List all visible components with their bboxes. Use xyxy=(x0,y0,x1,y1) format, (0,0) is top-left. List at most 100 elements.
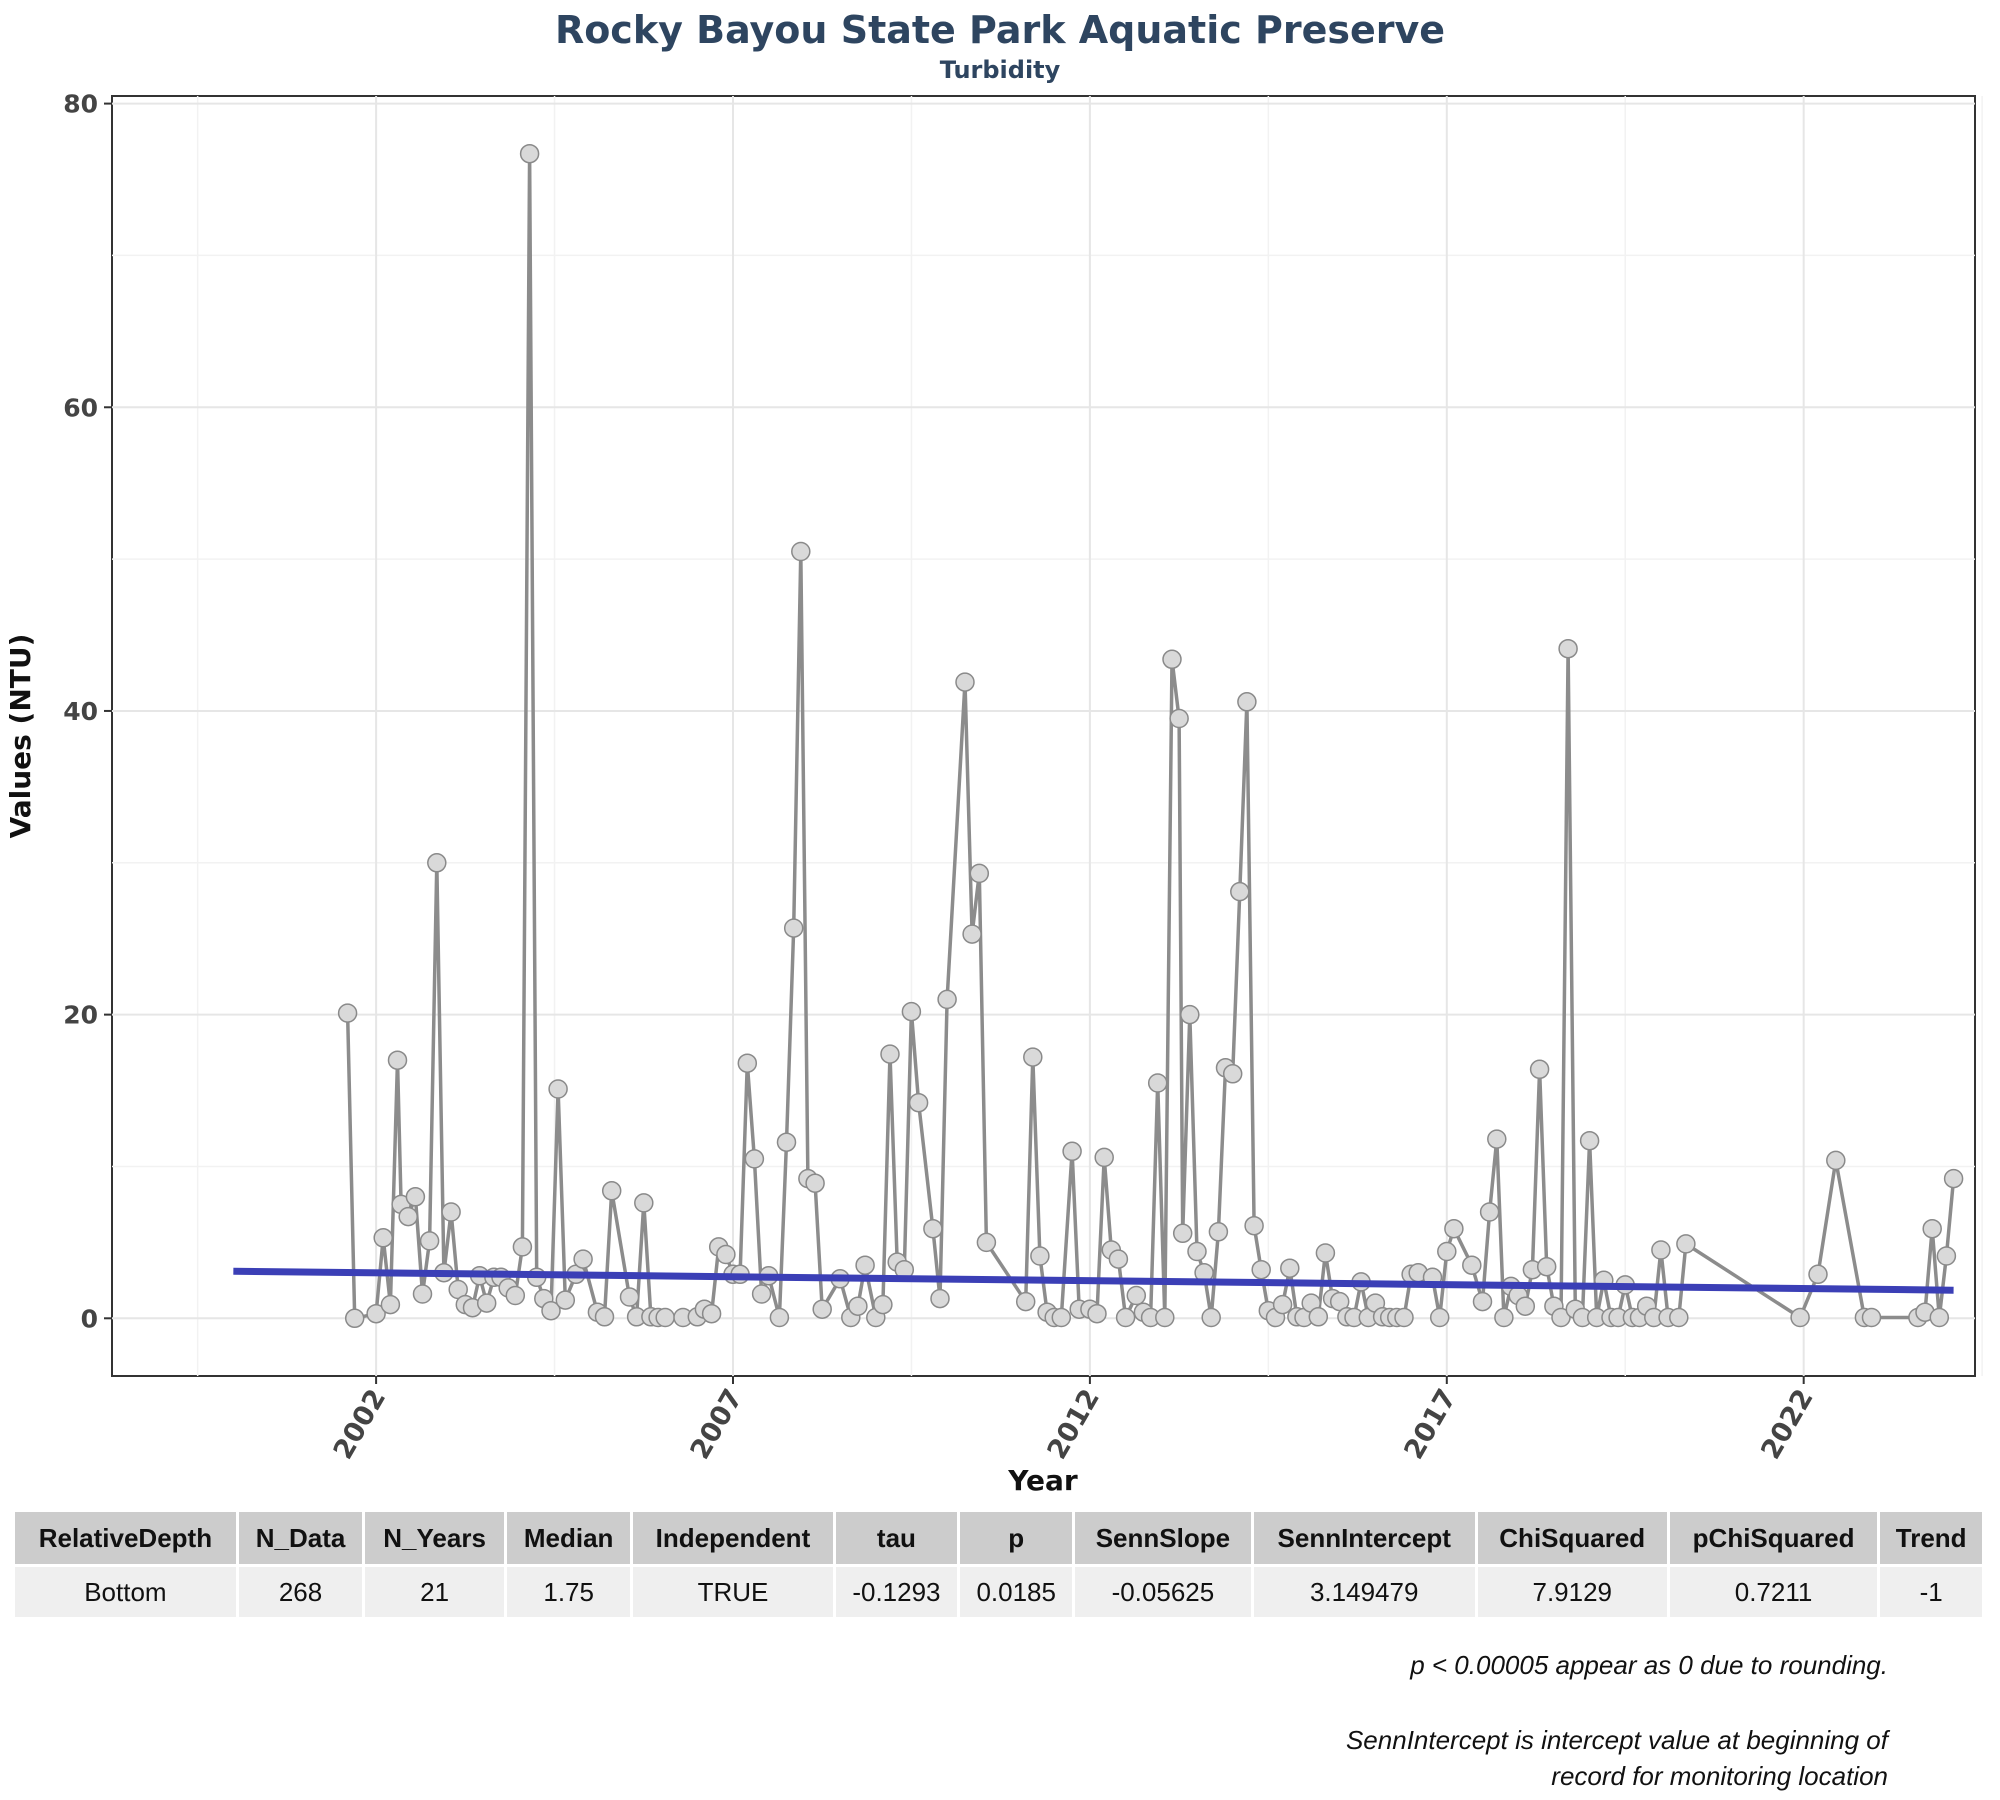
data-point xyxy=(1030,1246,1050,1266)
data-point xyxy=(1230,881,1250,902)
data-point xyxy=(937,989,957,1010)
data-point xyxy=(769,1307,790,1328)
data-point xyxy=(1676,1234,1696,1254)
data-point xyxy=(930,1288,950,1309)
data-point xyxy=(1479,1202,1500,1222)
y-tick-label: 40 xyxy=(63,697,98,726)
data-point xyxy=(716,1244,736,1265)
data-point xyxy=(1790,1307,1810,1328)
data-point xyxy=(1108,1249,1129,1269)
data-point xyxy=(1579,1130,1600,1151)
x-axis-title: Year xyxy=(1007,1464,1078,1497)
table-header-cell: RelativeDepth xyxy=(15,1512,239,1566)
data-point xyxy=(805,1173,825,1193)
table-cell: 1.75 xyxy=(505,1564,634,1617)
data-point xyxy=(1429,1307,1450,1328)
data-point xyxy=(908,1092,929,1113)
table-row: Bottom 268 21 1.75 TRUE -0.1293 0.0185 -0.05625… xyxy=(15,1564,1985,1617)
data-point xyxy=(976,1232,997,1253)
data-point xyxy=(1126,1285,1147,1306)
trend-group xyxy=(233,1267,1954,1294)
data-point xyxy=(880,1044,900,1064)
data-point xyxy=(962,924,982,944)
stats-body: Bottom 268 21 1.75 TRUE -0.1293 0.0185 -0.05625… xyxy=(15,1564,1985,1617)
data-point xyxy=(655,1307,675,1328)
data-point xyxy=(1094,1147,1114,1168)
data-point xyxy=(1669,1307,1689,1328)
table-header-cell: p xyxy=(958,1512,1076,1566)
data-point xyxy=(366,1303,386,1324)
series-group xyxy=(337,143,1964,1329)
data-point xyxy=(398,1206,418,1227)
data-point xyxy=(1551,1307,1571,1328)
data-point xyxy=(737,1053,758,1073)
table-header-cell: Median xyxy=(505,1512,634,1566)
x-tick-label: 2012 xyxy=(1042,1384,1106,1465)
table-cell: -0.05625 xyxy=(1073,1564,1254,1617)
data-point xyxy=(783,918,804,938)
data-point xyxy=(873,1294,893,1315)
data-point xyxy=(1222,1064,1243,1084)
data-point xyxy=(634,1193,654,1213)
intercept-note: SennIntercept is intercept value at begi… xyxy=(1188,1722,1888,1794)
rounding-note: p < 0.00005 appear as 0 due to rounding. xyxy=(1410,1650,1888,1680)
table-header-cell: N_Years xyxy=(363,1512,507,1566)
data-point xyxy=(1437,1241,1457,1262)
data-point xyxy=(955,672,975,692)
data-point xyxy=(1536,1256,1557,1277)
x-axis-ticks: 2002 2007 2012 2017 2022 xyxy=(328,1376,1820,1465)
data-point xyxy=(969,863,990,884)
data-point xyxy=(1922,1218,1942,1239)
x-tick-label: 2017 xyxy=(1398,1384,1462,1465)
data-point xyxy=(1172,1223,1193,1244)
table-cell: 21 xyxy=(363,1564,507,1617)
data-point xyxy=(1444,1218,1464,1239)
data-point xyxy=(419,1231,440,1251)
table-cell: TRUE xyxy=(631,1564,836,1617)
data-point xyxy=(548,1079,568,1099)
data-point xyxy=(573,1249,593,1269)
data-point xyxy=(1487,1129,1507,1149)
x-tick-label: 2007 xyxy=(685,1384,749,1465)
data-point xyxy=(812,1299,832,1319)
data-point xyxy=(1208,1222,1229,1242)
data-point xyxy=(1936,1246,1957,1266)
data-point xyxy=(701,1303,722,1324)
data-point xyxy=(1462,1255,1482,1275)
table-cell: 0.7211 xyxy=(1668,1564,1881,1617)
data-point xyxy=(1115,1307,1136,1328)
data-point xyxy=(541,1300,561,1321)
table-cell: Bottom xyxy=(15,1564,239,1617)
data-point xyxy=(1529,1059,1550,1080)
data-point xyxy=(405,1187,426,1207)
turbidity-chart: 0 20 40 60 80 2002 2007 2012 2017 2022 Values (N… xyxy=(4,90,1983,1497)
data-point xyxy=(1808,1264,1828,1285)
data-point xyxy=(1169,708,1189,729)
intercept-note-line2: record for monitoring location xyxy=(1551,1761,1888,1791)
data-point xyxy=(1558,638,1578,659)
data-point xyxy=(1861,1307,1882,1328)
data-point xyxy=(1251,1259,1271,1280)
data-point xyxy=(1244,1215,1264,1236)
data-point xyxy=(344,1308,365,1329)
data-point xyxy=(1315,1243,1336,1263)
data-point xyxy=(427,853,447,873)
data-point xyxy=(923,1218,943,1239)
data-point xyxy=(1943,1168,1964,1189)
y-tick-label: 0 xyxy=(81,1304,98,1333)
y-axis-title: Values (NTU) xyxy=(4,634,37,839)
data-point xyxy=(1826,1150,1846,1171)
table-header-cell: pChiSquared xyxy=(1668,1512,1881,1566)
data-point xyxy=(744,1149,765,1169)
data-point xyxy=(1180,1004,1200,1025)
data-point xyxy=(1062,1141,1082,1162)
data-point xyxy=(373,1228,393,1248)
data-point xyxy=(1187,1241,1207,1262)
data-point xyxy=(441,1202,461,1222)
data-point xyxy=(1162,649,1182,670)
data-point xyxy=(1494,1307,1514,1328)
data-point xyxy=(1472,1291,1493,1312)
table-cell: -0.1293 xyxy=(834,1564,961,1617)
data-point xyxy=(412,1284,433,1304)
data-point xyxy=(594,1307,615,1327)
